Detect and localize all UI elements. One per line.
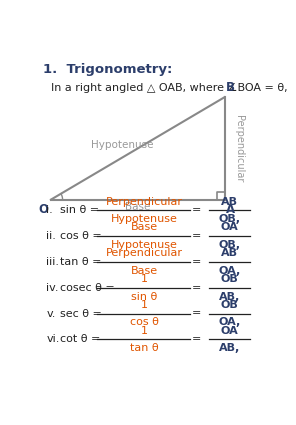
- Text: i.: i.: [46, 205, 53, 215]
- Text: AB: AB: [221, 248, 238, 258]
- Text: OB,: OB,: [218, 214, 240, 224]
- Text: OB,: OB,: [218, 240, 240, 250]
- Text: iv.: iv.: [46, 283, 59, 293]
- Text: OB: OB: [220, 274, 238, 284]
- Text: 1: 1: [140, 274, 147, 284]
- Text: =: =: [192, 334, 201, 344]
- Text: Perpendicular: Perpendicular: [105, 196, 182, 207]
- Text: OA,: OA,: [218, 317, 240, 327]
- Text: OA: OA: [220, 222, 238, 232]
- Text: AB,: AB,: [218, 343, 240, 353]
- Text: Base: Base: [125, 202, 150, 212]
- Text: In a right angled △ OAB, where ∠BOA = θ,: In a right angled △ OAB, where ∠BOA = θ,: [51, 82, 288, 93]
- Text: OB: OB: [220, 300, 238, 310]
- Text: Base: Base: [130, 266, 157, 276]
- Text: cos θ: cos θ: [130, 317, 158, 327]
- Text: cot θ =: cot θ =: [60, 334, 101, 344]
- Text: AB,: AB,: [218, 292, 240, 302]
- Text: 1: 1: [140, 326, 147, 335]
- Text: Hypotenuse: Hypotenuse: [110, 240, 177, 250]
- Text: Hypotenuse: Hypotenuse: [91, 139, 154, 150]
- Text: sin θ: sin θ: [131, 292, 157, 302]
- Text: O: O: [38, 203, 48, 216]
- Text: OA,: OA,: [218, 266, 240, 276]
- Text: tan θ =: tan θ =: [60, 257, 102, 267]
- Text: sin θ =: sin θ =: [60, 205, 99, 215]
- Text: cos θ =: cos θ =: [60, 231, 102, 241]
- Text: =: =: [192, 283, 201, 293]
- Text: Perpendicular: Perpendicular: [105, 248, 182, 258]
- Text: Hypotenuse: Hypotenuse: [110, 214, 177, 224]
- Text: iii.: iii.: [46, 257, 59, 267]
- Text: v.: v.: [46, 309, 56, 319]
- Text: Perpendicular: Perpendicular: [234, 115, 244, 182]
- Text: =: =: [192, 309, 201, 319]
- Text: tan θ: tan θ: [130, 343, 158, 353]
- Text: B: B: [226, 81, 235, 94]
- Text: ii.: ii.: [46, 231, 56, 241]
- Text: =: =: [192, 205, 201, 215]
- Text: Base: Base: [130, 222, 157, 232]
- Text: OA: OA: [220, 326, 238, 335]
- Text: 1.  Trigonometry:: 1. Trigonometry:: [43, 62, 173, 76]
- Text: cosec θ =: cosec θ =: [60, 283, 115, 293]
- Text: A: A: [226, 203, 235, 216]
- Text: vi.: vi.: [46, 334, 60, 344]
- Text: =: =: [192, 231, 201, 241]
- Text: =: =: [192, 257, 201, 267]
- Text: AB: AB: [221, 196, 238, 207]
- Text: sec θ =: sec θ =: [60, 309, 102, 319]
- Text: 1: 1: [140, 300, 147, 310]
